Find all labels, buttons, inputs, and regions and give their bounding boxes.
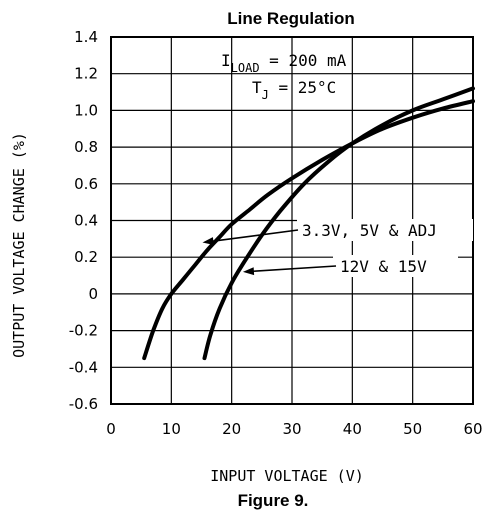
series-label-3-3v-5v-adj: 3.3V, 5V & ADJ [202, 219, 473, 246]
x-tick-label: 50 [403, 420, 422, 438]
y-tick-label: 0.6 [74, 175, 98, 193]
series-label-background [333, 255, 458, 277]
figure-caption: Figure 9. [238, 491, 309, 510]
chart-title: Line Regulation [227, 9, 355, 28]
y-tick-label: -0.4 [69, 358, 98, 376]
x-tick-label: 20 [222, 420, 241, 438]
tick-labels: 0 10 20 30 40 50 60 -0.6 -0.4 -0.2 0 0.2 0.4 0.6 0.8 1.… [69, 28, 483, 438]
junction-temp-annotation: TJ = 25°C [252, 78, 336, 102]
y-tick-label: 1.4 [74, 28, 98, 46]
series-label-text: 12V & 15V [340, 257, 427, 276]
x-tick-label: 40 [343, 420, 362, 438]
series-label-12v-15v: 12V & 15V [242, 255, 458, 277]
load-current-annotation: ILOAD = 200 mA [221, 51, 347, 75]
y-tick-label: 1.0 [74, 101, 98, 119]
x-tick-label: 60 [463, 420, 482, 438]
leader-arrowhead [202, 237, 214, 246]
leader-arrowhead [242, 267, 255, 276]
x-tick-label: 0 [106, 420, 116, 438]
y-tick-label: -0.6 [69, 395, 98, 413]
y-tick-label: 0.2 [74, 248, 98, 266]
y-tick-label: 0 [88, 285, 98, 303]
conditions-annotation: ILOAD = 200 mA TJ = 25°C [221, 51, 347, 102]
y-tick-label: 0.8 [74, 138, 98, 156]
series-line-12v-15v [202, 86, 475, 361]
series-line-3-3v-5v-adj [142, 99, 475, 361]
series-layer [142, 86, 475, 361]
series-label-text: 3.3V, 5V & ADJ [302, 221, 437, 240]
y-tick-label: 1.2 [74, 65, 98, 83]
leader-line [249, 265, 337, 273]
y-axis-label: OUTPUT VOLTAGE CHANGE (%) [10, 132, 28, 358]
x-tick-label: 10 [162, 420, 181, 438]
leader-line [208, 229, 299, 243]
series-label-background [297, 219, 473, 241]
x-tick-label: 30 [282, 420, 301, 438]
series-labels: 3.3V, 5V & ADJ 12V & 15V [202, 219, 473, 277]
x-axis-label: INPUT VOLTAGE (V) [210, 467, 364, 485]
y-tick-label: -0.2 [69, 322, 98, 340]
y-tick-label: 0.4 [74, 212, 98, 230]
